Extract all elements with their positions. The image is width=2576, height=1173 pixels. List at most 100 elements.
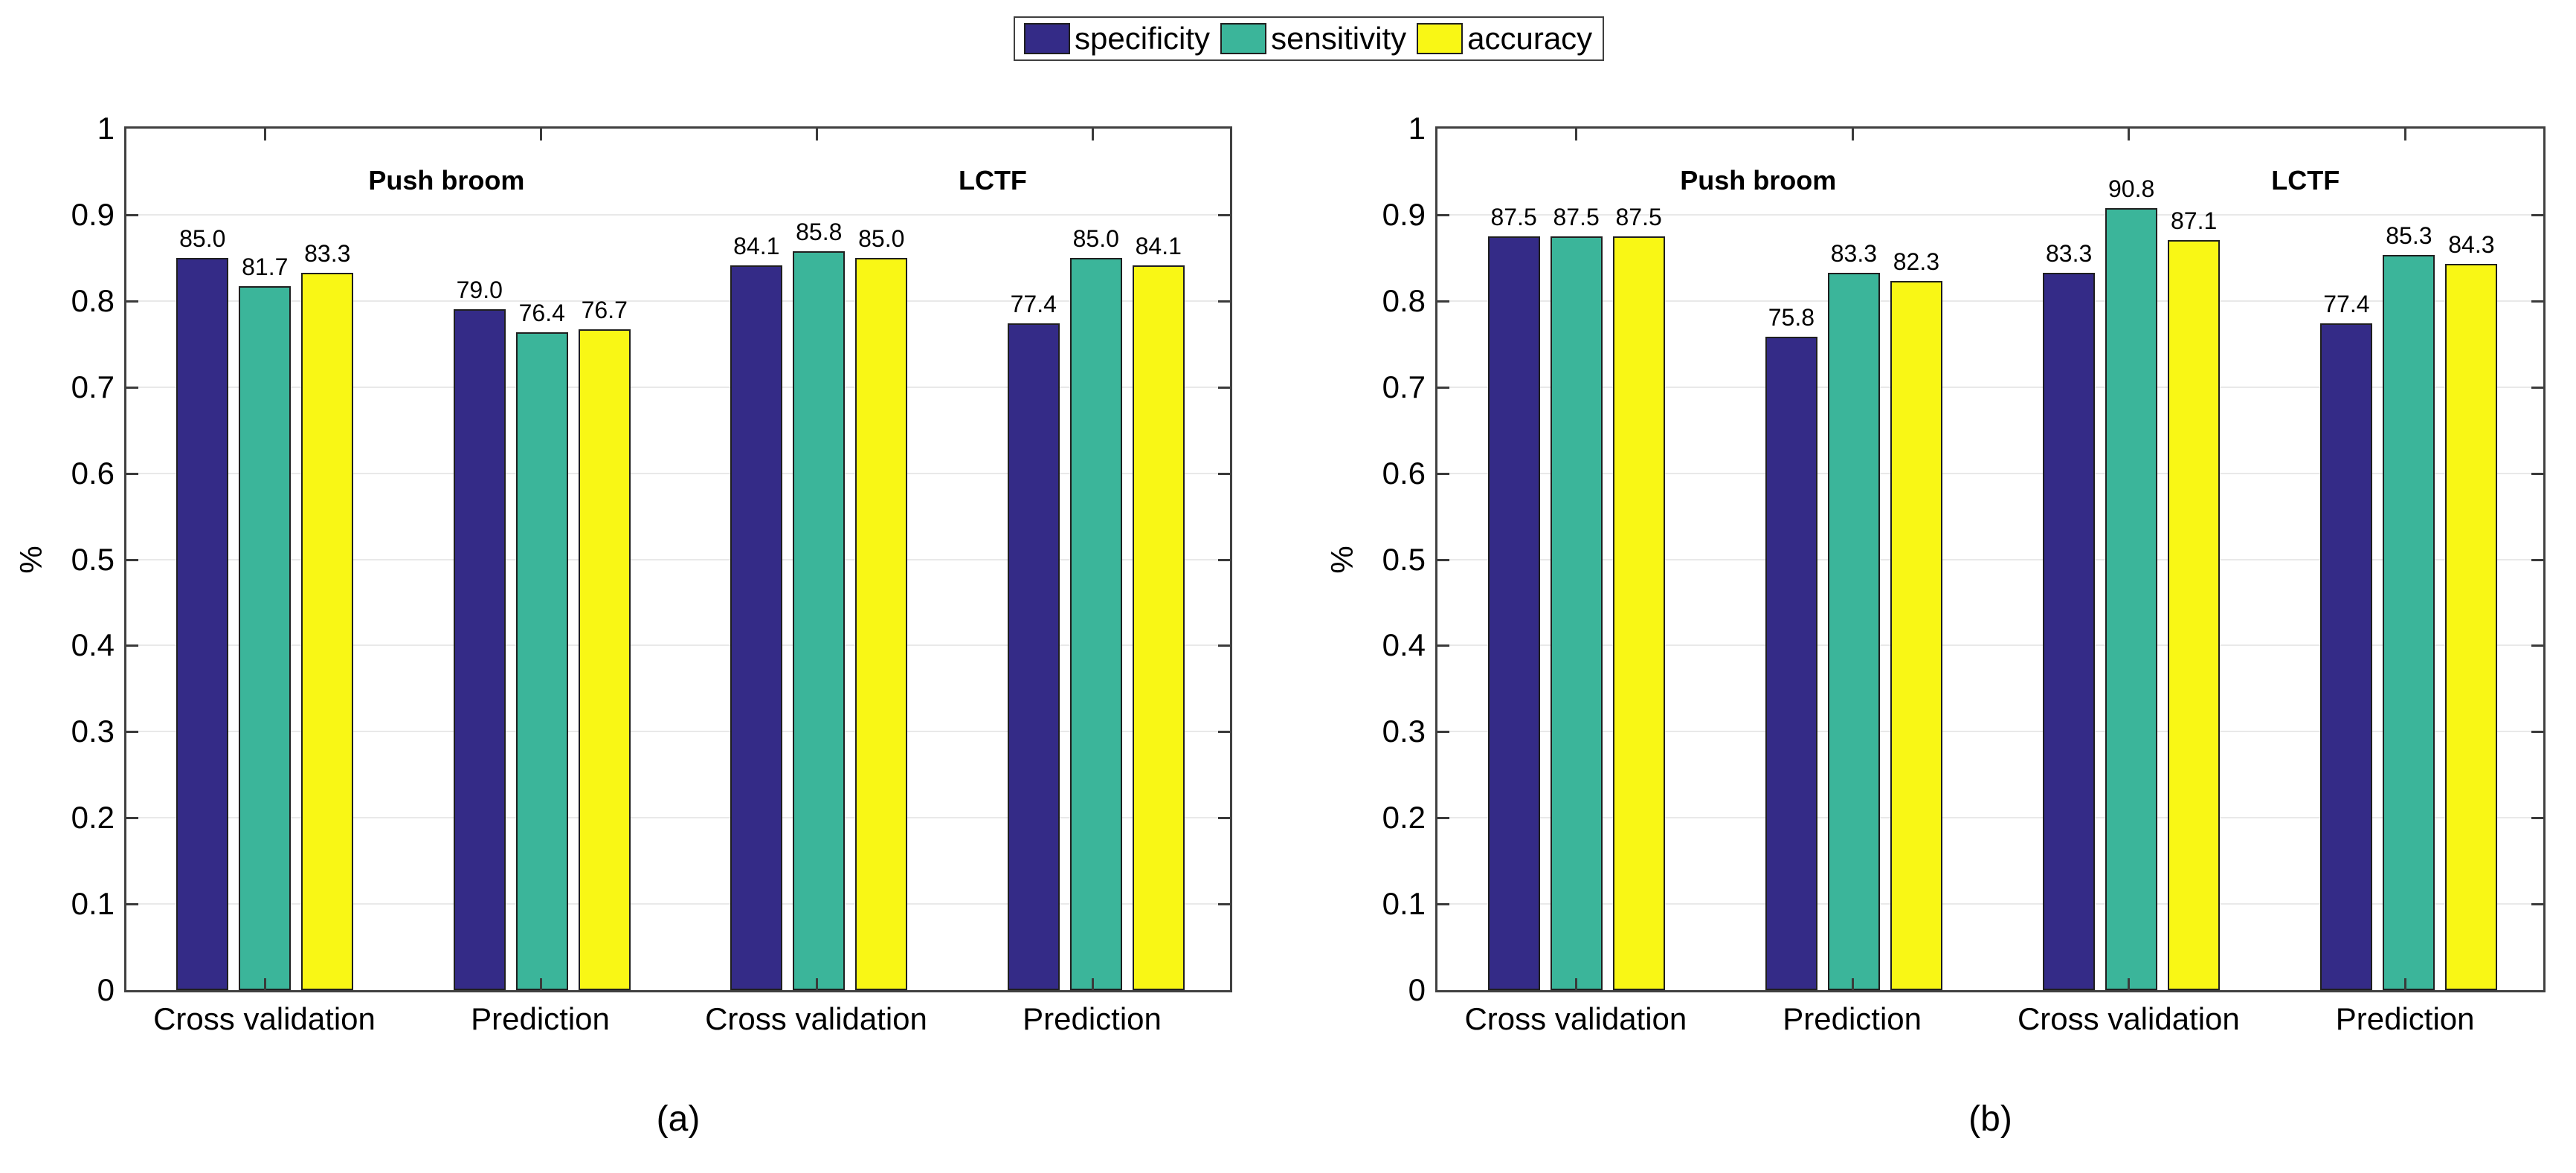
bar-value-label: 76.4 <box>518 299 565 326</box>
x-category-label: Cross validation <box>1464 1001 1687 1036</box>
bar-specificity <box>1487 236 1540 990</box>
x-tick-mark-top <box>1851 129 1854 140</box>
y-tick-mark-left <box>1437 903 1449 906</box>
bar-value-label: 83.3 <box>2045 239 2093 267</box>
bar-value-label: 84.1 <box>733 233 780 260</box>
y-tick-label: 0.4 <box>1382 627 1426 663</box>
bar-accuracy <box>1132 265 1185 990</box>
bar-specificity <box>2043 272 2096 990</box>
bar-value-label: 77.4 <box>2323 290 2370 317</box>
bar-accuracy <box>301 272 354 990</box>
legend-item-accuracy: accuracy <box>1417 23 1592 54</box>
section-title: LCTF <box>2271 165 2340 196</box>
gridline <box>1437 817 2543 819</box>
x-tick-mark-bottom <box>2404 978 2407 990</box>
y-tick-label: 0.7 <box>71 369 115 404</box>
bar-specificity <box>2320 323 2373 990</box>
bar-value-label: 77.4 <box>1010 290 1057 317</box>
x-tick-mark-top <box>2128 129 2131 140</box>
legend-item-sensitivity: sensitivity <box>1220 23 1406 54</box>
y-tick-mark-left <box>126 472 138 475</box>
gridline <box>126 300 1230 302</box>
x-tick-mark-bottom <box>1574 978 1577 990</box>
bar-value-label: 87.5 <box>1615 203 1662 230</box>
bar-accuracy <box>2168 239 2221 990</box>
x-category-label: Prediction <box>471 1001 610 1036</box>
y-tick-mark-right <box>2531 300 2543 303</box>
y-tick-mark-left <box>126 644 138 647</box>
y-tick-mark-right <box>2531 644 2543 647</box>
y-tick-mark-right <box>2531 903 2543 906</box>
bar-sensitivity <box>1069 257 1122 990</box>
x-tick-mark-top <box>815 129 818 140</box>
y-tick-label: 0.4 <box>71 627 115 663</box>
y-tick-label: 0.1 <box>71 886 115 922</box>
y-tick-label: 0.8 <box>1382 282 1426 318</box>
x-category-label: Prediction <box>2335 1001 2475 1036</box>
bar-accuracy <box>2445 263 2498 990</box>
bar-sensitivity <box>2383 255 2435 990</box>
legend-swatch-accuracy <box>1417 23 1464 54</box>
gridline <box>1437 644 2543 647</box>
gridline <box>126 558 1230 560</box>
y-tick-label: 1 <box>97 111 115 146</box>
y-tick-label: 1 <box>1408 111 1426 146</box>
y-tick-label: 0.9 <box>71 196 115 232</box>
x-tick-mark-top <box>1574 129 1577 140</box>
y-tick-mark-left <box>126 903 138 906</box>
y-tick-label: 0.2 <box>71 800 115 836</box>
x-tick-mark-bottom <box>1091 978 1094 990</box>
x-tick-mark-bottom <box>2128 978 2131 990</box>
plot-area: 1 0.9 0.8 0.7 0.6 0.5 0.4 0.3 0.2 0.1 0 Cross valid… <box>1324 113 2546 1137</box>
gridline <box>126 817 1230 819</box>
y-tick-mark-right <box>1218 558 1230 561</box>
y-tick-label: 0.5 <box>71 541 115 577</box>
gridline <box>126 731 1230 733</box>
y-tick-mark-left <box>1437 558 1449 561</box>
section-title: Push broom <box>1680 165 1837 196</box>
bar-specificity <box>1007 323 1060 990</box>
x-category-label: Cross validation <box>705 1001 927 1036</box>
legend-item-specificity: specificity <box>1024 23 1210 54</box>
y-axis-label: % <box>1324 545 1359 574</box>
y-axis-label: % <box>13 545 48 574</box>
bar-value-label: 81.7 <box>242 253 289 281</box>
plot-area: 1 0.9 0.8 0.7 0.6 0.5 0.4 0.3 0.2 0.1 0 Cross valid… <box>13 113 1232 1137</box>
bar-sensitivity <box>239 286 292 990</box>
x-tick-mark-bottom <box>1851 978 1854 990</box>
gridline <box>126 386 1230 388</box>
bar-value-label: 87.5 <box>1553 203 1600 230</box>
gridline <box>126 644 1230 647</box>
y-tick-mark-left <box>126 817 138 820</box>
y-tick-mark-left <box>126 300 138 303</box>
gridline <box>126 903 1230 905</box>
y-tick-mark-right <box>2531 213 2543 216</box>
bar-value-label: 84.1 <box>1135 233 1182 260</box>
legend-label: accuracy <box>1467 21 1593 56</box>
y-tick-mark-left <box>126 213 138 216</box>
y-tick-mark-right <box>2531 731 2543 734</box>
bar-value-label: 87.1 <box>2170 207 2218 234</box>
legend-label: specificity <box>1075 21 1211 56</box>
bar-value-label: 85.8 <box>796 218 843 245</box>
x-tick-mark-top <box>1091 129 1094 140</box>
y-tick-mark-right <box>1218 213 1230 216</box>
x-category-label: Cross validation <box>2017 1001 2240 1036</box>
y-tick-mark-left <box>126 386 138 389</box>
x-tick-mark-bottom <box>263 978 266 990</box>
y-tick-label: 0.2 <box>1382 800 1426 836</box>
y-tick-mark-left <box>1437 386 1449 389</box>
bar-value-label: 76.7 <box>581 297 628 324</box>
gridline <box>1437 731 2543 733</box>
x-category-label: Prediction <box>1023 1001 1162 1036</box>
y-tick-label: 0.6 <box>71 455 115 491</box>
y-tick-mark-right <box>1218 903 1230 906</box>
y-tick-mark-left <box>126 731 138 734</box>
bar-accuracy <box>1890 281 1942 990</box>
x-category-label: Prediction <box>1783 1001 1922 1036</box>
y-tick-mark-right <box>1218 300 1230 303</box>
legend: specificity sensitivity accuracy <box>1014 16 1605 61</box>
gridline <box>1437 903 2543 905</box>
